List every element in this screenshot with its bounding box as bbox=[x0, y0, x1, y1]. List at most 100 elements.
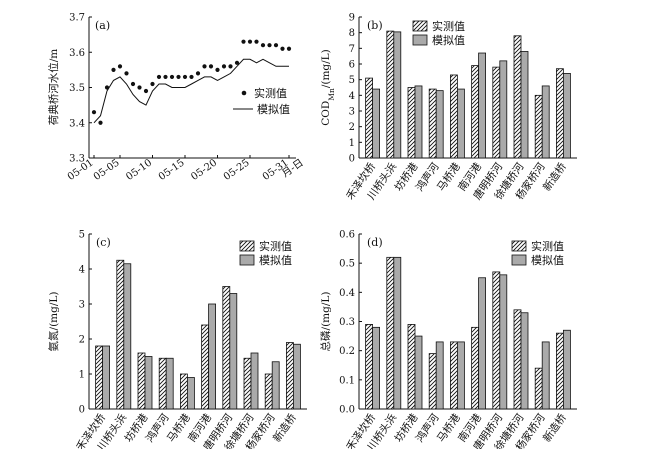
a-x-tick-label: 05-25 bbox=[222, 157, 252, 183]
a-measured-point bbox=[130, 81, 136, 87]
c-legend-measured-swatch bbox=[239, 240, 255, 252]
c-bar-simulated bbox=[271, 361, 280, 410]
a-measured-point bbox=[208, 64, 214, 69]
b-legend-measured-swatch bbox=[412, 20, 428, 32]
d-legend-measured-label: 实测值 bbox=[531, 239, 564, 253]
c-y-tick-label: 1 bbox=[79, 370, 85, 381]
d-y-tick-label: 0.5 bbox=[339, 259, 355, 270]
a-measured-point bbox=[117, 64, 123, 69]
d-bar-simulated bbox=[435, 341, 444, 410]
a-measured-point bbox=[137, 85, 142, 90]
panel-c-ammonia-chart: 012345禾泽坎桥川桥头浜坊桥港鸿声河马桥港南河港唐明桥河徐塘桥河杨家桥河新造… bbox=[47, 230, 307, 449]
c-bar-simulated bbox=[102, 345, 110, 410]
d-panel-label: (d) bbox=[367, 236, 383, 249]
d-bar-measured bbox=[513, 309, 522, 410]
b-bar-simulated bbox=[414, 85, 423, 159]
b-bar-simulated bbox=[435, 90, 444, 159]
d-bar-simulated bbox=[563, 329, 571, 410]
a-measured-point bbox=[260, 43, 266, 48]
b-bar-measured bbox=[365, 77, 374, 159]
c-y-tick-label: 5 bbox=[79, 230, 85, 241]
d-y-tick-label: 0.2 bbox=[339, 346, 355, 357]
b-bar-simulated bbox=[541, 85, 550, 159]
a-measured-point bbox=[111, 67, 116, 72]
b-y-tick-label: 2 bbox=[349, 122, 355, 133]
a-simulated-line bbox=[93, 58, 289, 124]
a-measured-point bbox=[286, 46, 292, 51]
a-y-tick-label: 3.4 bbox=[69, 118, 85, 129]
b-bar-measured bbox=[471, 65, 480, 159]
b-y-tick-label: 1 bbox=[349, 138, 355, 149]
d-legend-measured-swatch bbox=[511, 240, 527, 252]
a-measured-point bbox=[241, 39, 246, 44]
a-y-tick-label: 3.6 bbox=[69, 48, 85, 59]
d-bar-simulated bbox=[478, 277, 487, 410]
a-measured-point bbox=[182, 74, 188, 80]
c-bar-simulated bbox=[229, 293, 238, 410]
a-x-tick-label: 05-10 bbox=[124, 157, 154, 183]
b-bar-measured bbox=[534, 94, 543, 159]
b-x-category-label: 新造桥 bbox=[540, 160, 569, 194]
a-measured-point bbox=[273, 43, 279, 48]
d-legend-simulated-swatch bbox=[511, 254, 527, 266]
d-bar-measured bbox=[386, 256, 395, 410]
d-bar-simulated bbox=[456, 341, 465, 410]
a-y-tick-label: 3.7 bbox=[69, 13, 85, 24]
a-measured-point bbox=[254, 39, 259, 44]
c-x-category-label: 新造桥 bbox=[270, 411, 299, 445]
d-y-tick-label: 0.1 bbox=[339, 375, 355, 386]
d-bar-measured bbox=[449, 341, 458, 410]
a-measured-point bbox=[234, 60, 240, 65]
c-panel-label: (c) bbox=[96, 236, 111, 249]
c-bar-simulated bbox=[250, 352, 259, 410]
b-legend-simulated-swatch bbox=[412, 34, 428, 46]
panel-b-cod-chart: 0123456789禾泽坎桥川桥头浜坊桥港鸿声河马桥港南河港唐明桥河徐塘桥河杨家… bbox=[320, 13, 577, 202]
b-legend-simulated-label: 模拟值 bbox=[432, 33, 465, 47]
a-measured-point bbox=[215, 67, 220, 72]
a-x-tick-label: 05-05 bbox=[92, 157, 122, 183]
a-legend-point-marker bbox=[241, 90, 247, 96]
c-legend-simulated-swatch bbox=[239, 254, 255, 266]
b-y-tick-label: 4 bbox=[349, 91, 355, 102]
a-measured-point bbox=[143, 88, 149, 94]
b-y-tick-label: 8 bbox=[349, 28, 355, 39]
c-y-tick-label: 3 bbox=[79, 300, 85, 311]
a-measured-point bbox=[98, 120, 103, 125]
c-bar-measured bbox=[222, 286, 231, 410]
d-bar-measured bbox=[492, 271, 501, 410]
b-bar-simulated bbox=[563, 73, 571, 159]
c-bar-simulated bbox=[123, 263, 132, 410]
a-measured-point bbox=[267, 43, 272, 48]
c-bar-simulated bbox=[165, 357, 174, 410]
c-bar-simulated bbox=[144, 356, 153, 410]
a-legend-measured-label: 实测值 bbox=[254, 86, 287, 100]
a-measured-point bbox=[104, 85, 110, 90]
b-bar-simulated bbox=[393, 31, 402, 159]
b-bar-measured bbox=[556, 68, 564, 159]
a-measured-point bbox=[169, 74, 175, 80]
a-measured-point bbox=[195, 71, 201, 76]
c-legend-measured-label: 实测值 bbox=[259, 239, 292, 253]
a-measured-point bbox=[163, 74, 168, 80]
a-measured-point bbox=[189, 74, 194, 80]
b-bar-simulated bbox=[478, 52, 487, 159]
a-measured-point bbox=[247, 39, 253, 44]
a-measured-point bbox=[124, 71, 129, 76]
a-y-axis-title: 荷典桥河水位/m bbox=[47, 49, 60, 126]
d-bar-measured bbox=[471, 326, 480, 410]
c-bar-measured bbox=[179, 373, 188, 410]
c-bar-measured bbox=[243, 357, 252, 410]
a-measured-point bbox=[176, 74, 181, 80]
d-x-category-label: 新造桥 bbox=[540, 411, 569, 445]
c-legend-simulated-label: 模拟值 bbox=[259, 253, 292, 267]
d-y-tick-label: 0.6 bbox=[339, 230, 355, 241]
d-bar-measured bbox=[428, 353, 437, 410]
a-x-tick-label: 05-20 bbox=[189, 157, 219, 183]
a-x-tick-label: 05-15 bbox=[157, 157, 187, 183]
b-bar-measured bbox=[449, 74, 458, 159]
panel-d-phosphorus-chart: 0.00.10.20.30.40.50.6禾泽坎桥川桥头浜坊桥港鸿声河马桥港南河… bbox=[319, 230, 577, 449]
a-measured-point bbox=[280, 46, 285, 51]
d-bar-measured bbox=[365, 324, 374, 410]
